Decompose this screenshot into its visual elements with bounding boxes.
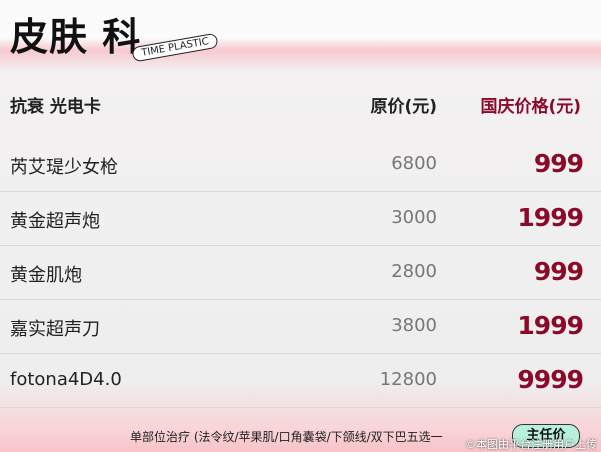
- cell-orig: 6800: [391, 153, 437, 174]
- table-row: 黄金超声炮 3000 1999: [0, 192, 601, 246]
- cell-name: 嘉实超声刀: [10, 319, 100, 340]
- cell-name: 黄金超声炮: [10, 211, 100, 232]
- divider: [0, 245, 601, 246]
- cell-orig: 2800: [391, 261, 437, 282]
- cell-orig: 12800: [379, 369, 437, 390]
- cell-sale: 9999: [517, 365, 584, 394]
- cell-name: 黄金肌炮: [10, 265, 82, 286]
- cell-sale: 1999: [517, 311, 584, 340]
- table-row: 嘉实超声刀 3800 1999: [0, 300, 601, 354]
- cell-sale: 999: [533, 257, 584, 286]
- footer-note: 单部位治疗 (法令纹/苹果肌/口角囊袋/下颌线/双下巴五选一: [130, 430, 443, 444]
- divider: [0, 407, 601, 408]
- table-row: 芮艾瑅少女枪 6800 999: [0, 138, 601, 192]
- cell-name: fotona4D4.0: [10, 369, 122, 390]
- divider: [0, 353, 601, 354]
- button[interactable]: 主任价: [512, 424, 580, 448]
- cell-sale: 1999: [517, 203, 584, 232]
- column-header: 国庆价格(元): [480, 97, 581, 117]
- title: 皮肤 科: [10, 15, 142, 59]
- divider: [0, 191, 601, 192]
- column-header: 抗衰 光电卡: [10, 97, 101, 117]
- column-header: 原价(元): [370, 97, 437, 117]
- cell-name: 芮艾瑅少女枪: [10, 157, 118, 178]
- divider: [0, 299, 601, 300]
- copyright: ©本图由平台注册用户上传: [465, 438, 597, 451]
- cell-orig: 3800: [391, 315, 437, 336]
- cell-orig: 3000: [391, 207, 437, 228]
- table-row: 黄金肌炮 2800 999: [0, 246, 601, 300]
- tag: TIME PLASTIC: [131, 32, 219, 63]
- cell-sale: 999: [533, 149, 584, 178]
- table-row: fotona4D4.0 12800 9999: [0, 354, 601, 408]
